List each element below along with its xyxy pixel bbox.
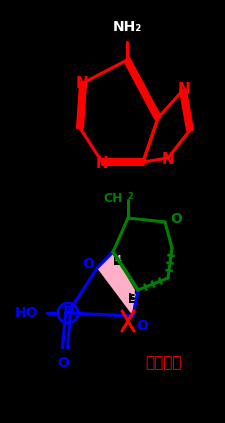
Text: 4: 4 <box>114 255 121 265</box>
Text: 3: 3 <box>129 293 136 303</box>
Text: N: N <box>96 157 108 171</box>
Text: O: O <box>170 212 182 226</box>
Text: O: O <box>82 257 94 271</box>
Text: N: N <box>162 153 174 168</box>
Text: CH: CH <box>104 192 123 204</box>
Text: 2: 2 <box>127 192 133 201</box>
Text: P: P <box>63 305 74 321</box>
Text: N: N <box>76 75 88 91</box>
Polygon shape <box>97 252 135 316</box>
Text: NH₂: NH₂ <box>112 20 142 34</box>
Text: N: N <box>178 82 190 97</box>
Text: O: O <box>136 319 148 333</box>
Text: HO: HO <box>15 306 38 320</box>
Text: 環状構造: 環状構造 <box>145 355 182 370</box>
Text: O: O <box>57 356 69 370</box>
